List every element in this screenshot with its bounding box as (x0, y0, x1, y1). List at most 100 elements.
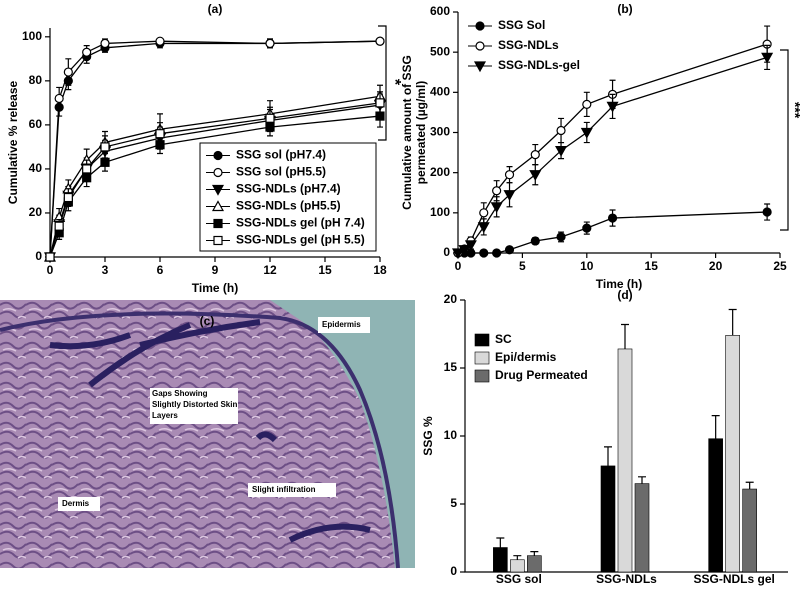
bar (634, 483, 650, 573)
y-tick-label: 300 (430, 125, 450, 139)
marker (492, 248, 502, 258)
y-tick-label: 200 (430, 165, 450, 179)
marker (451, 248, 465, 260)
marker (375, 98, 385, 108)
y-tick-label: 500 (430, 44, 450, 58)
marker (504, 245, 515, 255)
significance-mark: *** (787, 102, 800, 119)
error-bar (513, 555, 522, 560)
marker (82, 47, 92, 57)
panel-label: (a) (208, 2, 223, 16)
marker (606, 101, 619, 113)
y-tick-label: 400 (430, 85, 450, 99)
data-line (49, 95, 381, 258)
legend-label: SSG-NDLs gel (pH 7.4) (236, 216, 365, 230)
y-axis-label: permeated (µg/ml) (414, 81, 428, 185)
marker (556, 125, 566, 136)
error-bar (604, 446, 612, 466)
marker (503, 190, 516, 201)
marker (555, 145, 568, 157)
legend-swatch (474, 351, 490, 365)
legend-marker (211, 200, 225, 212)
legend-marker (213, 218, 223, 229)
marker (63, 67, 73, 77)
marker (529, 170, 542, 181)
marker (100, 142, 110, 152)
legend-label: SSG sol (pH7.4) (236, 148, 326, 162)
marker (479, 208, 489, 218)
legend-label: SSG-NDLs (pH5.5) (236, 199, 341, 213)
y-tick-label: 5 (450, 496, 457, 510)
x-tick-label: 0 (47, 263, 54, 277)
marker (63, 192, 73, 203)
marker (155, 129, 165, 139)
marker (54, 221, 64, 231)
panel-label: (b) (617, 2, 632, 16)
legend-label: SSG-NDLs (498, 38, 559, 52)
data-line (49, 40, 381, 258)
marker (477, 222, 490, 234)
y-tick-label: 0 (35, 249, 42, 263)
error-bar (728, 308, 737, 336)
marker (490, 202, 503, 214)
legend-marker (213, 150, 223, 161)
y-tick-label: 0 (450, 564, 457, 578)
marker (100, 157, 110, 167)
panel-label: (c) (200, 314, 215, 328)
error-bar (621, 323, 629, 349)
legend-label: SSG Sol (498, 18, 545, 32)
legend-swatch (474, 333, 490, 347)
annotation-box (318, 317, 370, 333)
marker (530, 236, 540, 246)
marker (582, 223, 592, 233)
marker (155, 36, 165, 46)
legend-label: SC (495, 332, 512, 346)
x-axis-label: Time (h) (192, 281, 238, 295)
bar (600, 465, 616, 573)
x-tick-label: 12 (263, 263, 277, 277)
annotation-box (150, 388, 238, 424)
marker (762, 207, 772, 217)
x-tick-label: SSG-NDLs gel (693, 572, 774, 586)
legend-label: SSG-NDLs gel (pH 5.5) (236, 233, 365, 247)
y-tick-label: 15 (444, 360, 458, 374)
annotation: Gaps Showing Slightly Distorted Skin Lay… (152, 389, 238, 420)
marker (580, 127, 593, 139)
x-tick-label: 9 (212, 263, 219, 277)
legend-marker (473, 61, 487, 73)
legend-marker (475, 21, 485, 31)
bar (527, 555, 542, 573)
hair-follicles (49, 319, 371, 543)
marker (492, 186, 502, 196)
chart-panel: (d) 0 5 10 15 20 SSG % SSG sol SSG-NDLs SSG-NDLs … (421, 288, 788, 586)
marker (556, 232, 566, 242)
bar (510, 559, 525, 573)
error-bar (530, 551, 539, 556)
marker (45, 252, 55, 262)
legend-swatch (474, 369, 490, 383)
x-tick-label: 6 (157, 263, 164, 277)
x-tick-label: SSG-NDLs (596, 572, 657, 586)
legend-label: SSG-NDLs (pH7.4) (236, 182, 341, 196)
x-tick-label: SSG sol (496, 572, 542, 586)
legend-label: Epi/dermis (495, 350, 557, 364)
marker (54, 93, 64, 104)
legend-label: Drug Permeated (495, 368, 588, 382)
bar (742, 488, 757, 573)
legend-marker (475, 41, 485, 51)
x-tick-label: 18 (373, 263, 387, 277)
legend-label: SSG sol (pH5.5) (236, 165, 326, 179)
error-bar (711, 415, 720, 439)
annotation: Dermis (62, 499, 90, 508)
panel-label: (d) (617, 288, 632, 302)
bar (617, 348, 633, 573)
y-tick-label: 20 (29, 205, 43, 219)
x-tick-label: 3 (102, 263, 109, 277)
legend-label: SSG-NDLs-gel (498, 58, 580, 72)
legend-marker (213, 235, 223, 246)
chart-panel: (a) 0 20 40 60 80 100 Cumulative % release 0 3 6 9 1… (6, 2, 387, 295)
x-tick-label: 5 (519, 259, 526, 273)
marker (582, 99, 592, 109)
x-tick-label: 15 (645, 259, 659, 273)
